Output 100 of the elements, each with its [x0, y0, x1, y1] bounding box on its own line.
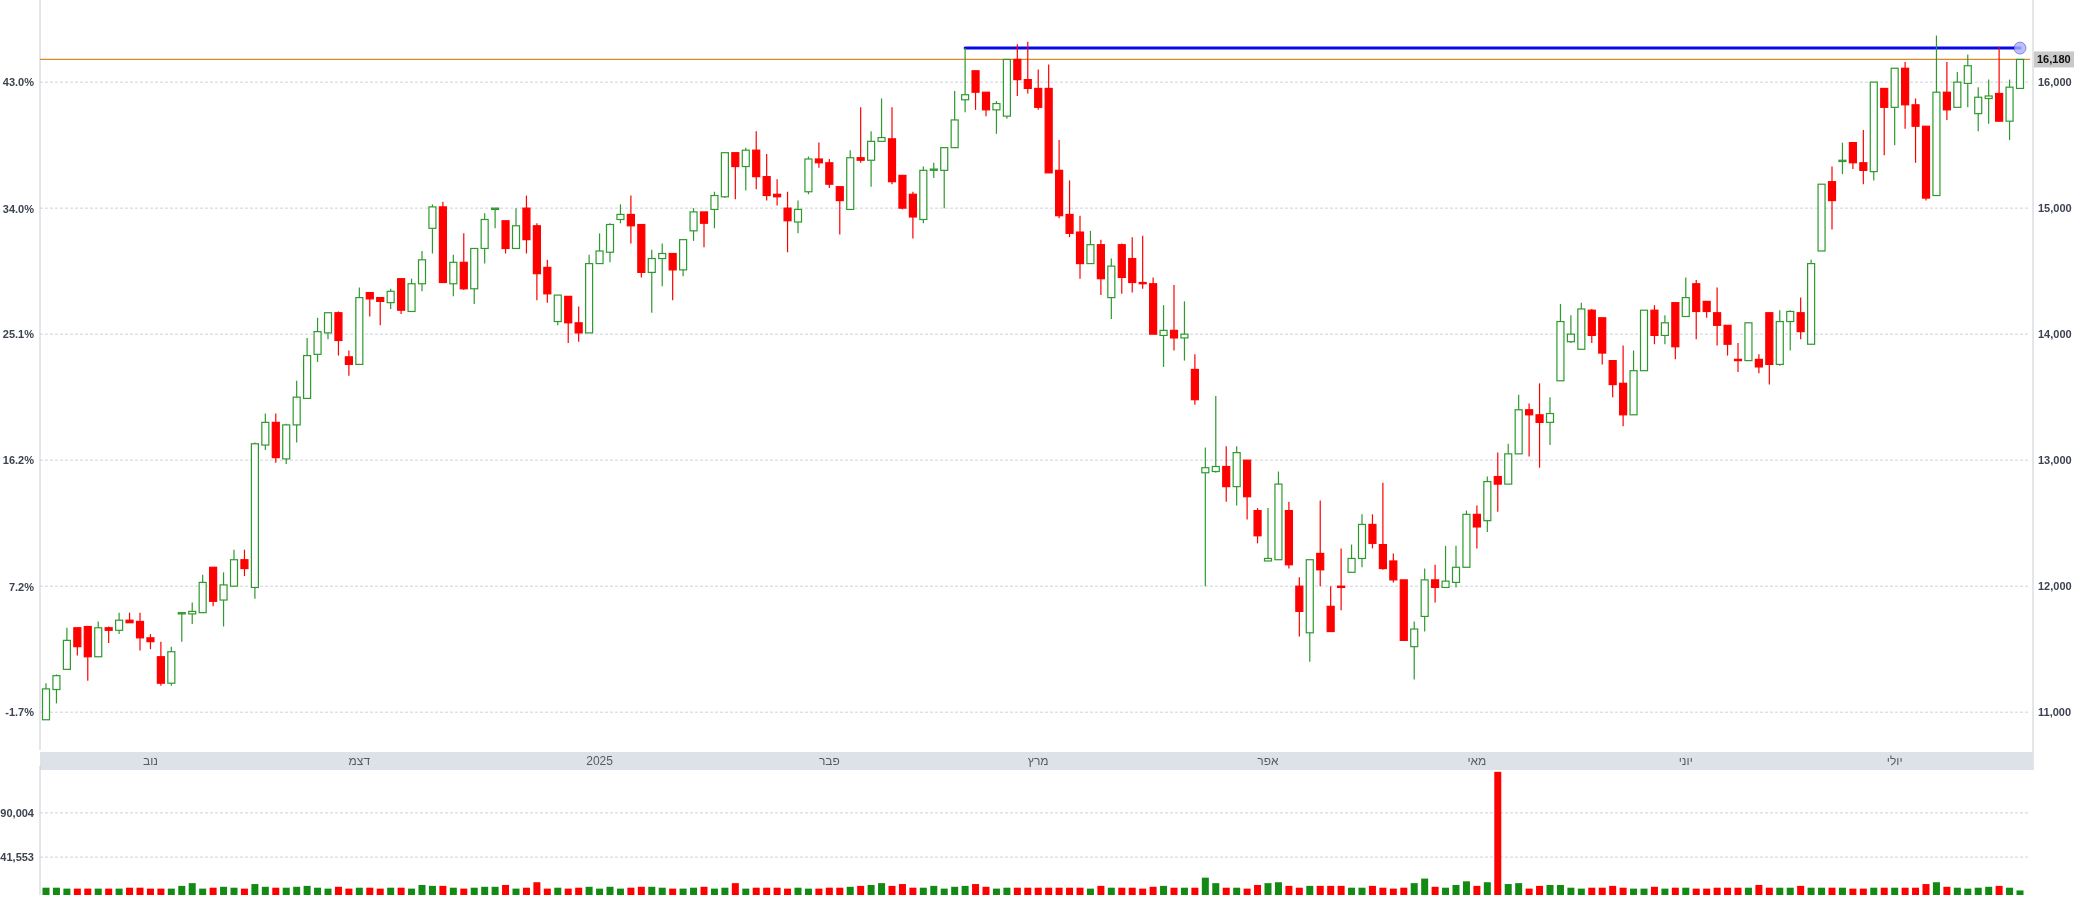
- bar: [940, 888, 948, 895]
- bar: [1671, 887, 1679, 895]
- candlestick: [1660, 314, 1669, 345]
- candlestick: [1410, 620, 1419, 681]
- bar: [105, 888, 113, 895]
- candlestick: [762, 153, 771, 202]
- candlestick: [1013, 43, 1022, 97]
- bar: [408, 888, 416, 895]
- candlestick: [1431, 564, 1440, 604]
- bar: [867, 884, 875, 895]
- bar: [1316, 885, 1324, 895]
- candlestick: [867, 130, 876, 188]
- bar: [1201, 877, 1209, 895]
- bar: [1337, 885, 1345, 895]
- bar: [1661, 888, 1669, 895]
- bar: [522, 887, 530, 895]
- candlestick: [992, 100, 1001, 135]
- candlestick: [668, 252, 677, 301]
- bar: [1734, 887, 1742, 895]
- bar: [846, 886, 854, 895]
- bar: [481, 886, 489, 895]
- bar: [1838, 887, 1846, 895]
- candlestick: [1974, 86, 1983, 132]
- bar: [606, 886, 614, 895]
- x-tick-label: נוב: [142, 754, 158, 768]
- bar: [1306, 885, 1314, 895]
- bar: [1254, 884, 1262, 895]
- candlestick: [1713, 286, 1722, 347]
- candlestick: [1180, 300, 1189, 362]
- bar: [1348, 887, 1356, 895]
- candlestick: [219, 571, 228, 628]
- bar: [1013, 887, 1021, 895]
- candlestick: [940, 147, 949, 209]
- bar: [533, 882, 541, 895]
- bar: [1170, 887, 1178, 895]
- bar: [418, 884, 426, 895]
- candlestick: [1389, 552, 1398, 583]
- y-tick-label: 11,000: [2038, 706, 2072, 719]
- bar: [1609, 885, 1617, 895]
- bar: [126, 887, 134, 895]
- x-tick-label: מאי: [1467, 754, 1487, 768]
- bar: [1546, 884, 1554, 895]
- bar: [669, 888, 677, 895]
- candlestick: [1786, 309, 1795, 352]
- candlestick: [511, 207, 521, 250]
- bar: [1149, 886, 1157, 895]
- y2-tick-label: 16.2%: [2, 453, 35, 466]
- bar: [1233, 887, 1241, 895]
- bar: [470, 887, 478, 895]
- candlestick: [1880, 87, 1889, 156]
- bar: [700, 886, 708, 895]
- x-tick-label: מרץ: [1027, 754, 1049, 768]
- bar: [1974, 887, 1982, 895]
- bar: [804, 888, 812, 895]
- bar: [1055, 887, 1063, 895]
- bar: [1180, 887, 1188, 895]
- candlestick: [1911, 97, 1920, 164]
- candlestick: [1942, 61, 1951, 121]
- bar: [679, 888, 687, 895]
- candlestick: [365, 291, 374, 318]
- candlestick: [835, 186, 844, 236]
- x-tick-label: אפר: [1257, 754, 1280, 768]
- candlestick: [344, 349, 353, 377]
- bar: [272, 887, 280, 895]
- bar: [115, 888, 123, 895]
- candlestick: [1368, 513, 1377, 549]
- bar: [2006, 887, 2014, 895]
- x-tick-label: דצמ: [348, 754, 371, 768]
- candlestick: [1535, 382, 1544, 469]
- bar: [888, 885, 896, 895]
- bar: [1368, 885, 1376, 895]
- bar: [1713, 887, 1721, 895]
- bar: [1630, 888, 1638, 895]
- bar: [585, 886, 593, 895]
- candlestick: [177, 612, 186, 643]
- candlestick: [1222, 445, 1231, 503]
- bar: [1494, 771, 1502, 895]
- bar: [1922, 884, 1930, 895]
- bar: [1473, 885, 1481, 895]
- candlestick: [961, 47, 970, 113]
- bar: [1943, 886, 1951, 895]
- candlestick: [783, 191, 792, 253]
- candlestick: [115, 612, 124, 635]
- bar: [1901, 887, 1909, 895]
- bar: [397, 887, 405, 895]
- y-tick-label: 90,004: [0, 806, 35, 819]
- candlestick: [323, 312, 333, 340]
- bar: [1504, 884, 1512, 895]
- candlestick: [1848, 142, 1857, 170]
- bar: [1985, 886, 1993, 895]
- candlestick: [1963, 53, 1972, 108]
- candlestick: [1472, 504, 1481, 549]
- candlestick: [188, 601, 197, 625]
- bar: [1912, 887, 1920, 895]
- y2-tick-label: 34.0%: [2, 202, 35, 215]
- bar: [648, 886, 656, 895]
- candlestick: [449, 254, 458, 297]
- bar: [1797, 885, 1805, 895]
- y2-tick-label: -1.7%: [5, 706, 35, 719]
- bar: [345, 888, 353, 895]
